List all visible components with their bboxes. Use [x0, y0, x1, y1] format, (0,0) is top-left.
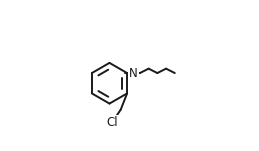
Text: N: N	[129, 67, 138, 80]
Text: Cl: Cl	[106, 116, 118, 129]
